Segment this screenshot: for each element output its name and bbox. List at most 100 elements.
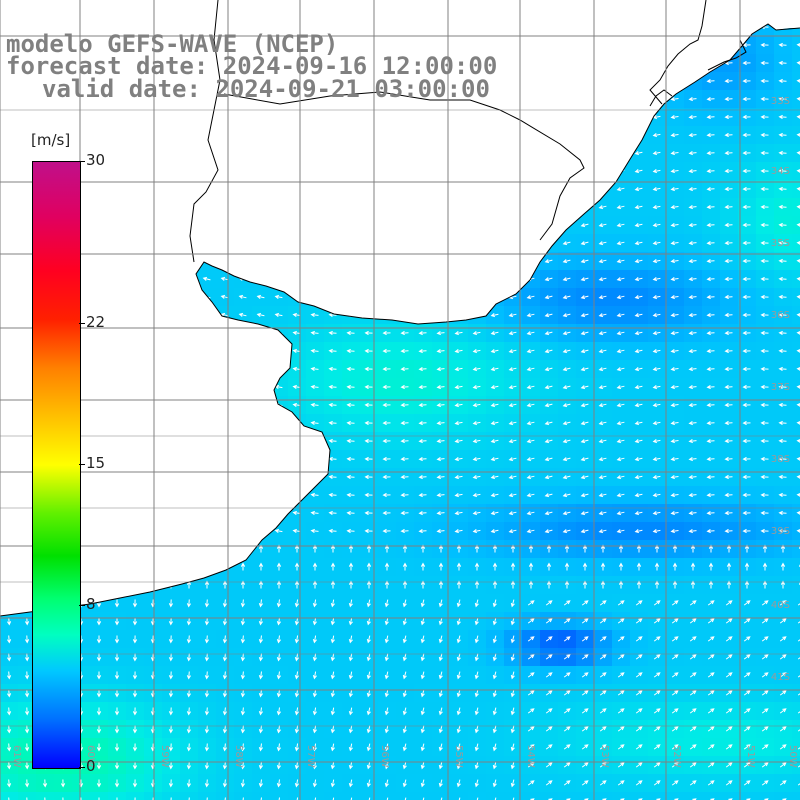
wind-arrow [652,187,661,192]
wind-arrow [562,295,571,300]
wind-arrow [526,421,535,426]
wind-arrow [472,367,481,372]
wind-arrow [510,635,515,644]
wind-arrow [580,403,589,408]
wind-arrow [652,475,661,480]
field-cell [198,792,217,800]
wind-arrow [760,384,769,390]
wind-arrow [652,259,661,264]
wind-arrow [616,313,625,318]
field-cell [720,792,739,800]
wind-arrow [402,635,407,644]
field-cell [792,738,800,757]
wind-arrow [581,636,589,642]
wind-arrow [742,330,751,336]
wind-arrow [706,366,715,372]
wind-arrow [545,600,553,606]
wind-arrow [598,367,607,372]
wind-arrow [688,258,697,264]
wind-arrow [580,385,589,390]
wind-arrow [778,294,787,300]
field-cell [792,378,800,397]
wind-arrow [778,474,787,480]
wind-arrow [328,420,337,426]
wind-arrow [688,240,697,246]
wind-arrow [797,639,800,642]
wind-arrow [294,562,300,571]
wind-arrow [616,457,625,462]
wind-arrow [472,529,481,534]
wind-arrow [760,348,769,354]
wind-arrow [204,653,210,662]
wind-arrow [508,475,517,480]
wind-arrow [706,204,715,210]
wind-arrow [688,492,697,498]
wind-arrow [778,366,787,372]
wind-arrow [418,510,427,516]
wind-arrow [490,475,499,480]
wind-arrow [400,456,409,462]
field-cell [792,342,800,361]
wind-arrow [328,492,337,498]
wind-arrow [742,474,751,480]
wind-arrow [724,294,733,300]
wind-arrow [220,276,229,281]
wind-arrow [760,240,769,246]
wind-arrow [490,349,499,354]
wind-arrow [634,151,643,156]
wind-arrow [599,618,607,624]
wind-arrow [240,635,246,644]
wind-arrow [526,313,535,318]
wind-arrow [760,276,769,282]
wind-arrow [418,492,427,498]
wind-arrow [366,635,371,644]
wind-arrow [238,294,247,299]
wind-arrow [725,600,733,606]
wind-arrow [688,402,697,408]
wind-arrow [778,132,787,138]
wind-arrow [670,169,679,174]
field-cell [180,792,199,800]
wind-arrow [546,562,552,571]
lat-label: 37S [771,382,790,393]
wind-arrow [545,636,553,642]
wind-arrow [580,493,589,498]
wind-arrow [382,420,391,426]
wind-arrow [312,635,317,644]
wind-arrow [652,223,661,228]
wind-arrow [168,617,174,626]
wind-arrow [617,600,625,606]
wind-arrow [634,475,643,480]
wind-arrow [743,600,751,606]
lon-label: 56W [379,745,390,768]
wind-arrow [778,186,787,192]
wind-arrow [454,529,463,534]
wind-arrow [544,511,553,516]
field-cell [792,612,800,631]
wind-arrow [724,528,733,534]
wind-arrow [510,599,515,608]
wind-arrow [616,403,625,408]
wind-arrow [706,438,715,444]
wind-arrow [778,312,787,318]
wind-arrow [420,653,425,662]
wind-arrow [436,456,445,462]
wind-arrow [707,618,715,624]
wind-arrow [670,331,679,336]
wind-arrow [563,600,571,606]
wind-arrow [258,580,264,589]
wind-arrow [634,421,643,426]
wind-arrow [724,186,733,192]
wind-arrow [526,331,535,336]
wind-arrow [688,150,697,156]
field-cell [288,792,307,800]
lon-label: 54W [525,745,536,768]
field-cell [252,792,271,800]
wind-arrow [220,312,229,317]
wind-arrow [400,420,409,426]
wind-arrow [562,403,571,408]
field-cell [792,270,800,289]
wind-arrow [742,312,751,318]
wind-arrow [724,366,733,372]
wind-arrow [346,456,355,462]
